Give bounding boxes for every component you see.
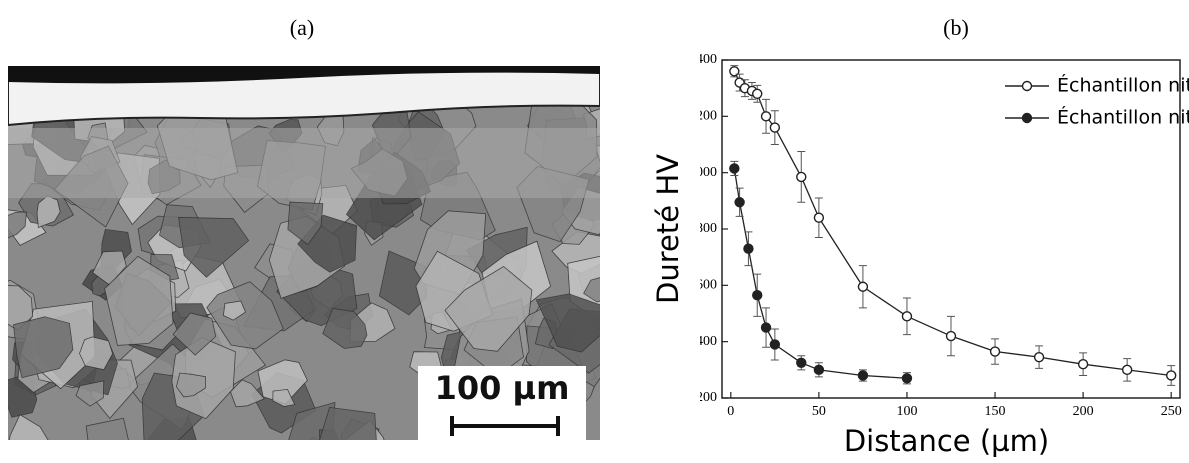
y-tick-label: 1400 bbox=[689, 52, 717, 67]
marker bbox=[813, 364, 825, 376]
chart: 0 50 100 150 200 250 200 400 600 800 1000 1200 1400 É… bbox=[689, 52, 1189, 419]
grain bbox=[178, 216, 250, 278]
marker bbox=[769, 339, 781, 350]
marker bbox=[729, 66, 740, 77]
marker bbox=[1021, 112, 1033, 124]
marker bbox=[752, 289, 763, 301]
grain bbox=[319, 406, 377, 440]
x-tick-label: 250 bbox=[1161, 404, 1182, 419]
grain bbox=[322, 308, 368, 349]
marker bbox=[760, 322, 772, 333]
scale-bar-label: 100 µm bbox=[435, 369, 570, 407]
marker bbox=[1077, 359, 1089, 370]
marker bbox=[743, 243, 754, 254]
grain bbox=[444, 266, 533, 352]
marker bbox=[901, 373, 913, 384]
grain bbox=[9, 414, 49, 440]
marker bbox=[1121, 364, 1133, 376]
grain bbox=[85, 417, 129, 440]
marker bbox=[857, 370, 869, 381]
marker bbox=[734, 197, 745, 208]
x-tick-label: 50 bbox=[812, 404, 826, 419]
y-tick-label: 200 bbox=[696, 390, 717, 405]
marker bbox=[729, 163, 740, 174]
grain bbox=[222, 300, 246, 321]
grain bbox=[175, 372, 207, 398]
grain bbox=[79, 336, 114, 371]
marker bbox=[1021, 80, 1033, 92]
scale-bar bbox=[450, 416, 560, 436]
mount-edge bbox=[8, 66, 600, 84]
marker bbox=[760, 111, 772, 122]
y-axis-label: Dureté HV bbox=[651, 154, 685, 304]
grain bbox=[272, 388, 296, 407]
x-axis-label: Distance (µm) bbox=[844, 424, 1049, 458]
y-tick-label: 400 bbox=[696, 334, 717, 349]
grain bbox=[206, 281, 284, 350]
grain bbox=[13, 316, 74, 379]
y-tick-label: 1200 bbox=[689, 109, 717, 124]
marker bbox=[989, 346, 1001, 357]
marker bbox=[796, 357, 807, 368]
grain bbox=[535, 293, 600, 353]
grain bbox=[104, 255, 174, 346]
y-tick-label: 1000 bbox=[689, 165, 717, 180]
x-tick-label: 150 bbox=[985, 404, 1006, 419]
marker bbox=[769, 122, 781, 133]
panel-label: (a) bbox=[290, 15, 314, 40]
panel-label: (b) bbox=[943, 15, 969, 40]
marker bbox=[1033, 351, 1045, 363]
marker bbox=[1165, 370, 1177, 381]
grain bbox=[8, 211, 27, 239]
marker bbox=[813, 212, 825, 223]
x-tick-label: 200 bbox=[1073, 404, 1094, 419]
y-tick-label: 600 bbox=[696, 278, 717, 293]
legend-label: Échantillon nitruré bbox=[1057, 106, 1189, 129]
grain bbox=[75, 380, 105, 407]
marker bbox=[752, 88, 763, 100]
series-line bbox=[733, 168, 908, 379]
grain bbox=[172, 312, 217, 356]
x-tick-label: 0 bbox=[727, 404, 734, 419]
micrograph bbox=[8, 66, 600, 440]
y-tick-label: 800 bbox=[696, 221, 717, 236]
legend-label: Échantillon nitruré + SMAT bbox=[1057, 74, 1189, 97]
grain bbox=[36, 195, 61, 229]
marker bbox=[857, 281, 869, 292]
x-tick-label: 100 bbox=[896, 404, 917, 419]
marker bbox=[901, 311, 913, 322]
grain bbox=[583, 277, 600, 303]
grain bbox=[287, 201, 324, 246]
fine-layer bbox=[8, 128, 600, 198]
marker bbox=[796, 171, 807, 183]
marker bbox=[945, 330, 957, 342]
